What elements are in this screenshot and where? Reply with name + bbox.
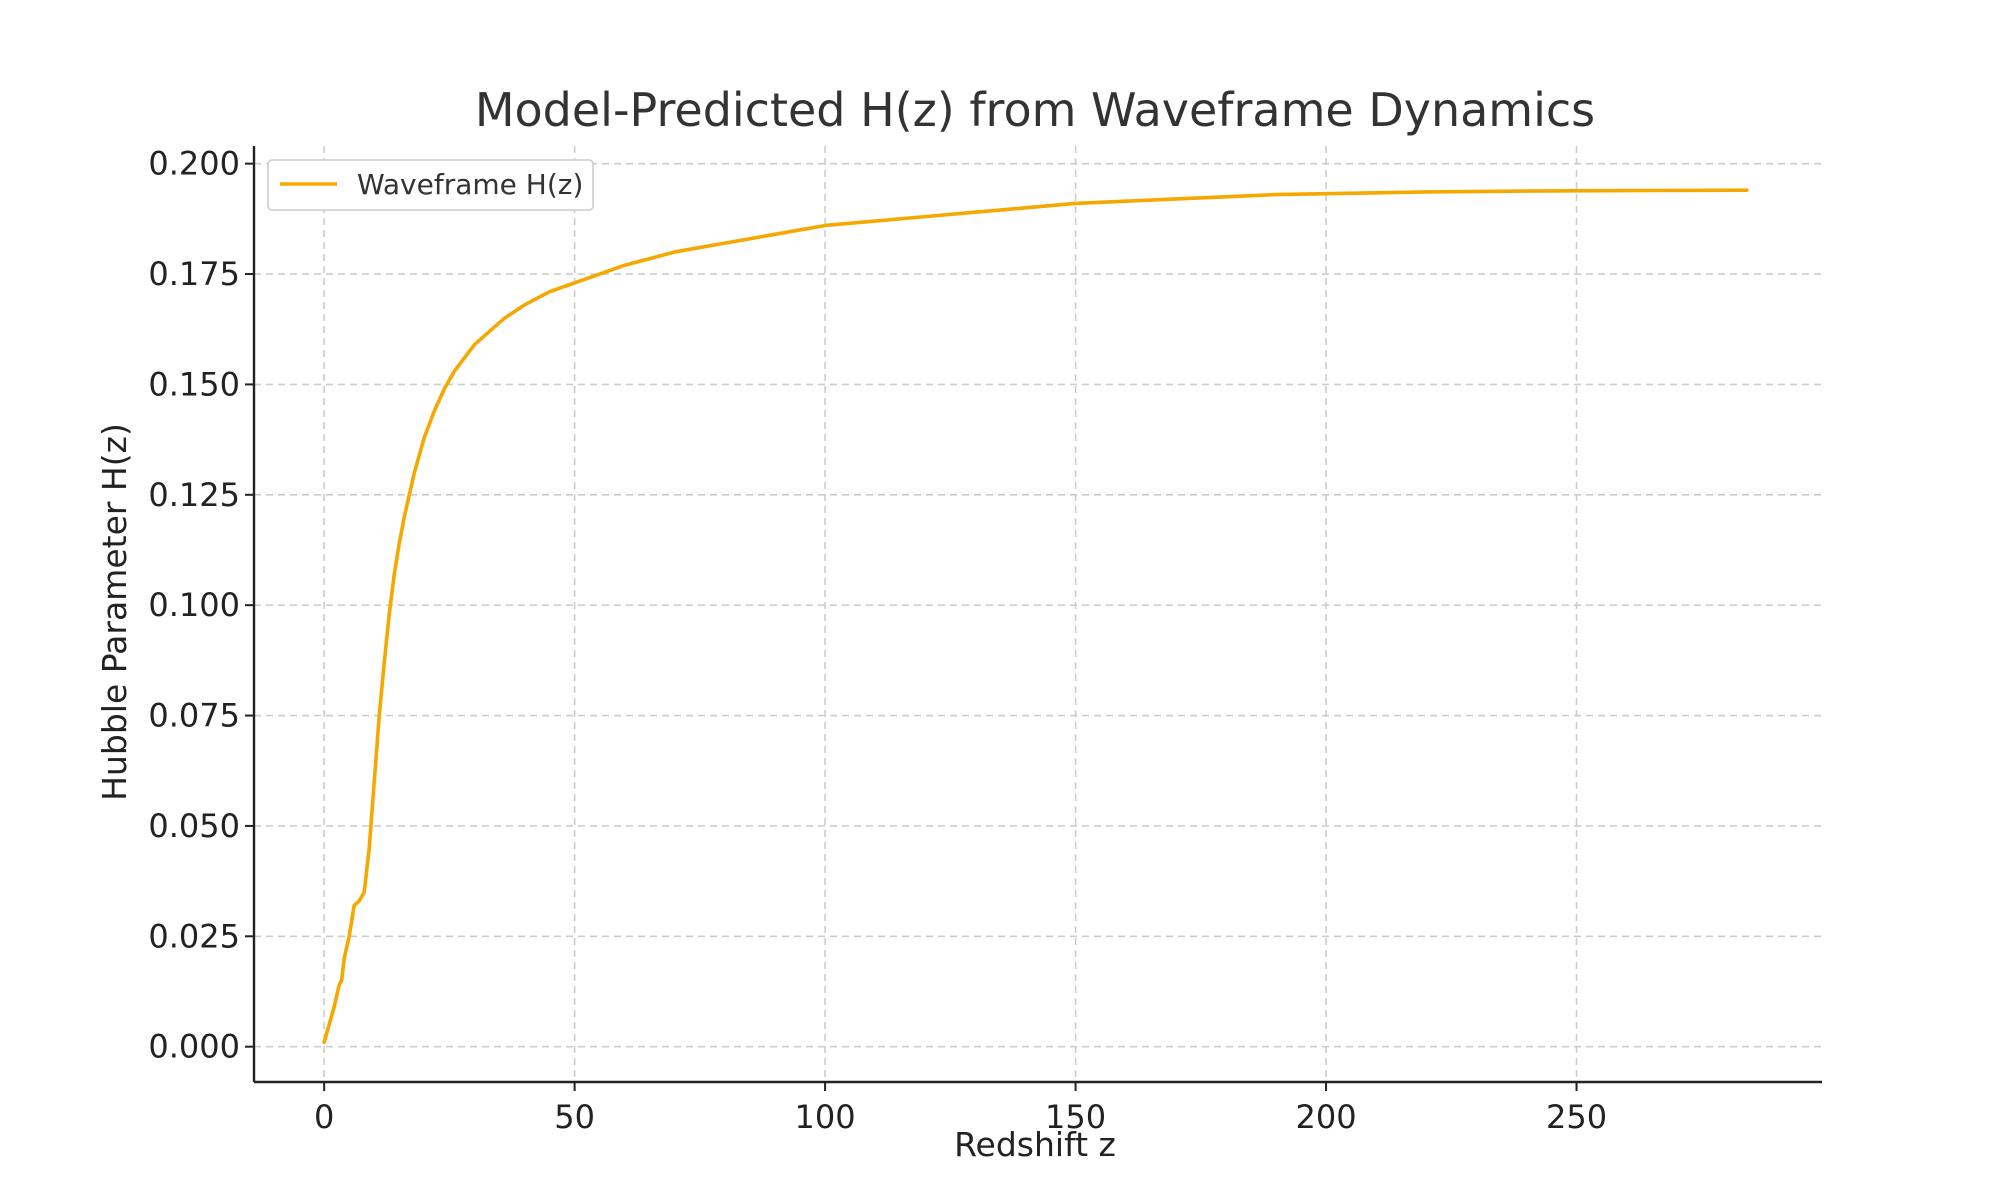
- axes: [245, 146, 1822, 1091]
- series-line-waveframe-hz: [322, 188, 1749, 1045]
- y-tick-label: 0.075: [148, 697, 240, 735]
- x-tick-label: 50: [554, 1098, 595, 1136]
- tick-labels: 0 50 100 150 200 250 0.000 0.025 0.050 0.075 0.100…: [148, 145, 1607, 1136]
- series-layer: [322, 188, 1749, 1045]
- y-tick-label: 0.025: [148, 917, 240, 955]
- x-axis-label: Redshift z: [954, 1125, 1116, 1164]
- grid: [254, 146, 1822, 1082]
- y-axis-label: Hubble Parameter H(z): [95, 423, 134, 801]
- x-tick-label: 200: [1296, 1098, 1357, 1136]
- y-tick-label: 0.100: [148, 586, 240, 624]
- y-tick-label: 0.150: [148, 365, 240, 403]
- legend-box: [267, 159, 594, 211]
- y-tick-label: 0.050: [148, 807, 240, 845]
- y-tick-label: 0.175: [148, 255, 240, 293]
- legend: Waveframe H(z): [267, 159, 594, 211]
- chart-title: Model-Predicted H(z) from Waveframe Dyna…: [475, 83, 1595, 137]
- x-tick-label: 250: [1546, 1098, 1607, 1136]
- x-tick-label: 100: [795, 1098, 856, 1136]
- legend-label-waveframe: Waveframe H(z): [357, 168, 583, 201]
- y-tick-label: 0.200: [148, 145, 240, 183]
- y-tick-label: 0.000: [148, 1028, 240, 1066]
- y-tick-label: 0.125: [148, 476, 240, 514]
- x-tick-label: 150: [1045, 1098, 1106, 1136]
- x-tick-label: 0: [314, 1098, 334, 1136]
